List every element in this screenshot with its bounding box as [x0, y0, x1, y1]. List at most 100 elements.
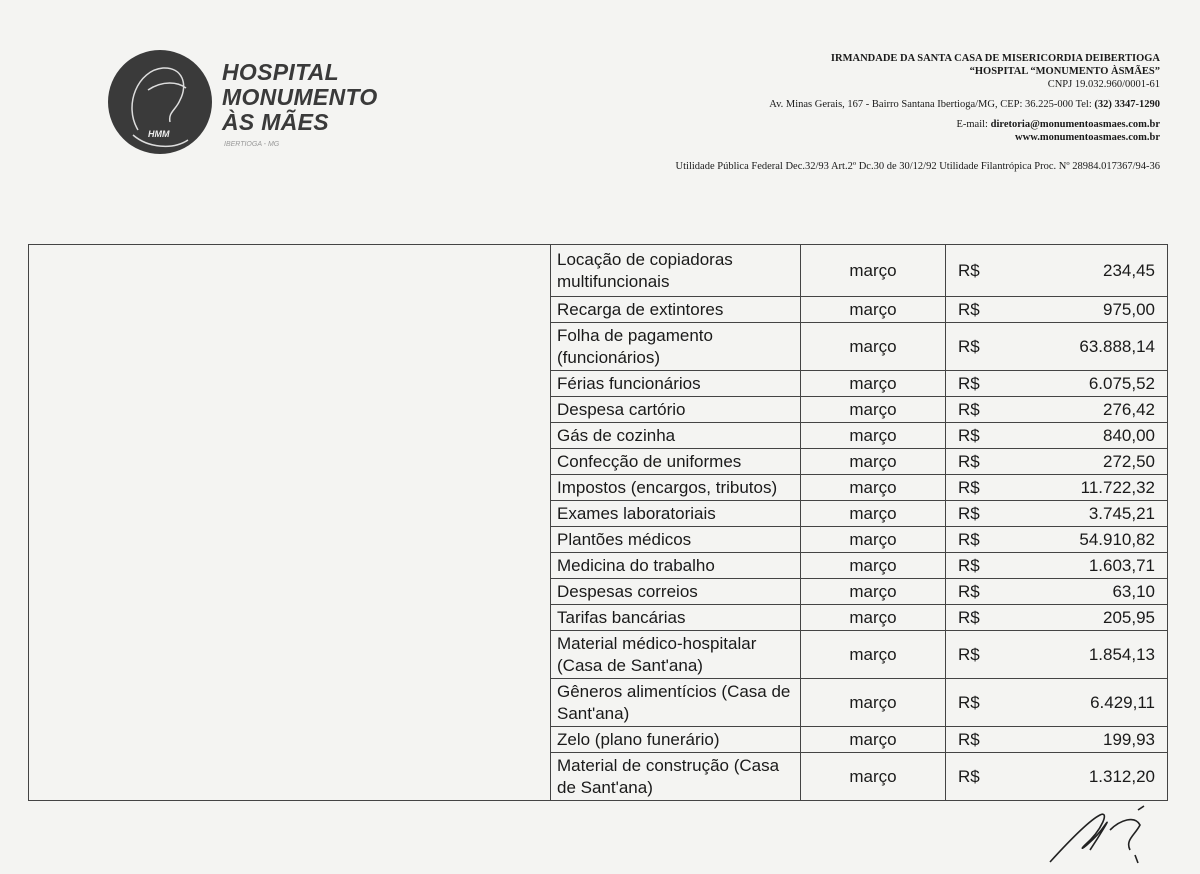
- currency-symbol: R$: [958, 729, 980, 749]
- expense-amount-cell: R$ 199,93: [945, 726, 1168, 753]
- expense-month: março: [800, 370, 946, 397]
- expense-amount: 276,42: [1103, 399, 1155, 419]
- expense-amount-cell: R$ 1.312,20: [945, 752, 1168, 801]
- currency-symbol: R$: [958, 299, 980, 319]
- expense-amount-cell: R$ 1.854,13: [945, 630, 1168, 679]
- expense-description: Gêneros alimentícios (Casa de Sant'ana): [550, 678, 801, 727]
- expense-row: Despesas correios março R$ 63,10: [29, 578, 1168, 605]
- address: Av. Minas Gerais, 167 - Bairro Santana I…: [769, 98, 1160, 111]
- expense-amount-cell: R$ 1.603,71: [945, 552, 1168, 579]
- currency-symbol: R$: [958, 425, 980, 445]
- logo-wordmark: HOSPITAL MONUMENTO ÀS MÃES: [222, 60, 378, 135]
- expense-description: Zelo (plano funerário): [550, 726, 801, 753]
- expense-description: Medicina do trabalho: [550, 552, 801, 579]
- expense-amount: 1.854,13: [1088, 644, 1155, 664]
- expense-month: março: [800, 500, 946, 527]
- blank-column: [28, 244, 551, 801]
- expense-description: Confecção de uniformes: [550, 448, 801, 475]
- expense-amount: 54.910,82: [1079, 529, 1155, 549]
- expense-month: março: [800, 578, 946, 605]
- currency-symbol: R$: [958, 644, 980, 664]
- expense-row: Medicina do trabalho março R$ 1.603,71: [29, 552, 1168, 579]
- expense-row: Folha de pagamento (funcionários) março R$…: [29, 322, 1168, 371]
- phone: (32) 3347-1290: [1094, 99, 1160, 110]
- expense-month: março: [800, 526, 946, 553]
- logo-line: MONUMENTO: [222, 84, 378, 110]
- currency-symbol: R$: [958, 529, 980, 549]
- expense-month: março: [800, 296, 946, 323]
- expense-amount: 975,00: [1103, 299, 1155, 319]
- expense-amount-cell: R$ 3.745,21: [945, 500, 1168, 527]
- expense-description: Tarifas bancárias: [550, 604, 801, 631]
- expense-amount-cell: R$ 840,00: [945, 422, 1168, 449]
- expense-month: março: [800, 244, 946, 297]
- logo-initials: HMM: [148, 129, 170, 139]
- logo-line: ÀS MÃES: [222, 109, 329, 135]
- expense-row: Exames laboratoriais março R$ 3.745,21: [29, 500, 1168, 527]
- currency-symbol: R$: [958, 503, 980, 523]
- expense-amount: 1.603,71: [1088, 555, 1155, 575]
- currency-symbol: R$: [958, 607, 980, 627]
- expense-row: Plantões médicos março R$ 54.910,82: [29, 526, 1168, 553]
- mother-silhouette-icon: [131, 67, 189, 147]
- expense-month: março: [800, 630, 946, 679]
- expense-description: Material de construção (Casa de Sant'ana…: [550, 752, 801, 801]
- expense-amount-cell: R$ 234,45: [945, 244, 1168, 297]
- currency-symbol: R$: [958, 692, 980, 712]
- currency-symbol: R$: [958, 477, 980, 497]
- expense-description: Plantões médicos: [550, 526, 801, 553]
- currency-symbol: R$: [958, 399, 980, 419]
- expense-amount: 63.888,14: [1079, 336, 1155, 356]
- expense-month: março: [800, 448, 946, 475]
- expense-month: março: [800, 322, 946, 371]
- expense-amount: 234,45: [1103, 260, 1155, 280]
- expense-amount-cell: R$ 975,00: [945, 296, 1168, 323]
- currency-symbol: R$: [958, 555, 980, 575]
- expense-row: Material médico-hospitalar (Casa de Sant…: [29, 630, 1168, 679]
- expense-amount-cell: R$ 11.722,32: [945, 474, 1168, 501]
- expense-amount-cell: R$ 63.888,14: [945, 322, 1168, 371]
- email-line: E-mail: diretoria@monumentoasmaes.com.br: [769, 118, 1160, 131]
- expense-month: março: [800, 396, 946, 423]
- expense-row: Material de construção (Casa de Sant'ana…: [29, 752, 1168, 801]
- expense-amount-cell: R$ 272,50: [945, 448, 1168, 475]
- expense-row: Locação de copiadoras multifuncionais mar…: [28, 244, 1168, 801]
- utility-statement: Utilidade Pública Federal Dec.32/93 Art.…: [675, 161, 1160, 172]
- expense-row: Gêneros alimentícios (Casa de Sant'ana) m…: [29, 678, 1168, 727]
- expense-description: Férias funcionários: [550, 370, 801, 397]
- expense-amount: 6.429,11: [1090, 692, 1155, 712]
- expense-description: Folha de pagamento (funcionários): [550, 322, 801, 371]
- expense-month: março: [800, 678, 946, 727]
- expense-month: março: [800, 422, 946, 449]
- expense-amount: 840,00: [1103, 425, 1155, 445]
- hospital-logo-emblem: HMM: [108, 50, 212, 154]
- expense-month: março: [800, 604, 946, 631]
- address-text: Av. Minas Gerais, 167 - Bairro Santana I…: [769, 99, 1095, 110]
- expense-month: março: [800, 552, 946, 579]
- expense-amount: 272,50: [1103, 451, 1155, 471]
- letterhead: IRMANDADE DA SANTA CASA DE MISERICORDIA …: [676, 52, 1160, 172]
- expense-amount-cell: R$ 205,95: [945, 604, 1168, 631]
- hospital-name: “HOSPITAL “MONUMENTO ÀSMÃES”: [969, 66, 1160, 77]
- currency-symbol: R$: [958, 451, 980, 471]
- expense-description: Despesas correios: [550, 578, 801, 605]
- signature: [1049, 805, 1145, 864]
- expense-description: Locação de copiadoras multifuncionais: [550, 244, 801, 297]
- expense-description: Gás de cozinha: [550, 422, 801, 449]
- currency-symbol: R$: [958, 373, 980, 393]
- cnpj: CNPJ 19.032.960/0001-61: [1047, 79, 1160, 90]
- expenses-table: Locação de copiadoras multifuncionais mar…: [28, 244, 1168, 801]
- expense-amount: 3.745,21: [1088, 503, 1155, 523]
- expense-row: Recarga de extintores março R$ 975,00: [29, 296, 1168, 323]
- email: diretoria@monumentoasmaes.com.br: [990, 119, 1160, 130]
- email-label: E-mail:: [956, 119, 991, 130]
- expense-amount: 6.075,52: [1088, 373, 1155, 393]
- expense-amount: 63,10: [1112, 581, 1155, 601]
- logo-location: IBERTIOGA - MG: [224, 141, 280, 148]
- expense-amount-cell: R$ 6.075,52: [945, 370, 1168, 397]
- expense-amount: 1.312,20: [1088, 766, 1155, 786]
- expense-amount: 11.722,32: [1080, 477, 1155, 497]
- expense-amount-cell: R$ 276,42: [945, 396, 1168, 423]
- expense-row: Tarifas bancárias março R$ 205,95: [29, 604, 1168, 631]
- expense-row: Despesa cartório março R$ 276,42: [29, 396, 1168, 423]
